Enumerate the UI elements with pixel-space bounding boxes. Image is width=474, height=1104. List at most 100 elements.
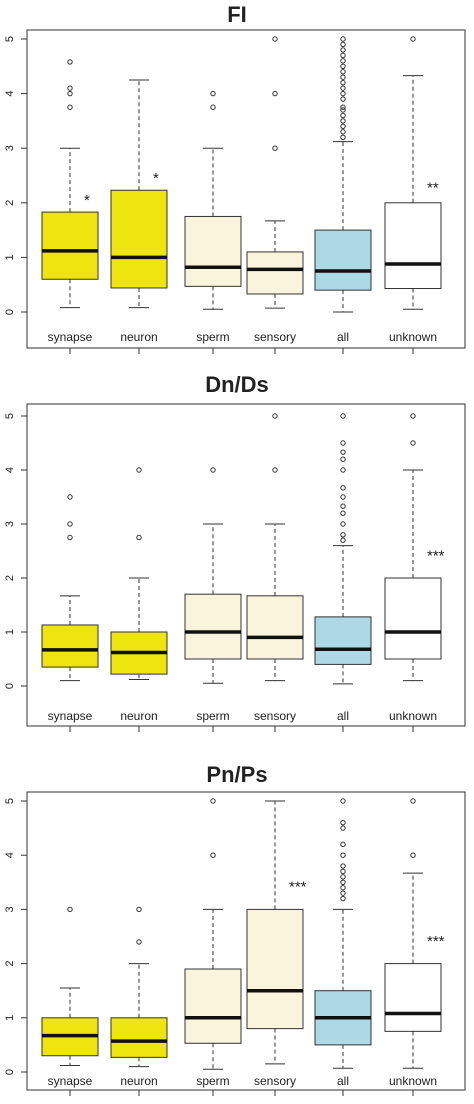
outlier-point bbox=[67, 494, 73, 500]
x-tick-label: sperm bbox=[196, 709, 229, 723]
outlier-point bbox=[410, 852, 416, 858]
outlier-point bbox=[410, 440, 416, 446]
outlier-point bbox=[410, 798, 416, 804]
box-synapse bbox=[41, 624, 99, 668]
y-tick-label: 1 bbox=[4, 254, 16, 260]
x-tick-label: all bbox=[337, 709, 349, 723]
outlier-point bbox=[340, 123, 346, 130]
box-sensory bbox=[246, 908, 304, 1030]
y-tick-label: 4 bbox=[4, 91, 16, 97]
x-tick-label: synapse bbox=[48, 709, 93, 723]
chart-title: Pn/Ps bbox=[206, 762, 267, 787]
outlier-point bbox=[340, 96, 346, 102]
outlier-point bbox=[340, 485, 346, 491]
x-tick-label: unknown bbox=[389, 330, 437, 344]
y-tick-label: 0 bbox=[4, 683, 16, 689]
outlier-point bbox=[340, 895, 346, 902]
outlier-point bbox=[340, 134, 346, 140]
outlier-point bbox=[340, 532, 346, 538]
outlier-point bbox=[340, 852, 346, 858]
plot-frame bbox=[26, 791, 466, 1091]
outlier-point bbox=[340, 467, 346, 473]
outlier-point bbox=[340, 79, 346, 86]
y-tick-label: 1 bbox=[4, 629, 16, 635]
outlier-point bbox=[272, 36, 278, 42]
outlier-point bbox=[340, 890, 346, 896]
outlier-point bbox=[340, 510, 346, 516]
x-tick-label: sperm bbox=[196, 1074, 229, 1088]
outlier-point bbox=[210, 798, 216, 804]
y-tick-label: 2 bbox=[4, 575, 16, 581]
outlier-point bbox=[340, 85, 346, 91]
significance-mark: *** bbox=[427, 933, 445, 950]
outlier-point bbox=[272, 467, 278, 473]
x-tick-label: sensory bbox=[254, 330, 296, 344]
outlier-point bbox=[410, 36, 416, 42]
box-sperm bbox=[184, 215, 242, 287]
outlier-point bbox=[340, 129, 346, 135]
outlier-point bbox=[340, 449, 346, 455]
y-tick-label: 0 bbox=[4, 1069, 16, 1075]
plot-frame bbox=[26, 403, 466, 727]
outlier-point bbox=[340, 863, 346, 869]
x-tick-label: unknown bbox=[389, 1074, 437, 1088]
x-tick-label: sensory bbox=[254, 709, 296, 723]
outlier-point bbox=[340, 112, 346, 119]
outlier-point bbox=[340, 885, 346, 891]
x-tick-label: sperm bbox=[196, 330, 229, 344]
outlier-point bbox=[136, 467, 142, 473]
chart-title: Dn/Ds bbox=[205, 372, 269, 397]
chart-title: FI bbox=[227, 2, 247, 27]
outlier-point bbox=[136, 939, 142, 945]
outlier-point bbox=[272, 90, 278, 97]
outlier-point bbox=[67, 104, 73, 110]
box-unknown bbox=[384, 577, 442, 660]
x-tick-label: synapse bbox=[48, 1074, 93, 1088]
outlier-point bbox=[210, 852, 216, 858]
box-synapse bbox=[41, 211, 99, 280]
outlier-point bbox=[340, 537, 346, 543]
plot-frame bbox=[26, 29, 466, 349]
significance-mark: * bbox=[153, 170, 159, 187]
outlier-point bbox=[272, 145, 278, 151]
box-sperm bbox=[184, 593, 242, 660]
outlier-point bbox=[67, 90, 73, 97]
outlier-point bbox=[340, 413, 346, 419]
x-tick-label: all bbox=[337, 330, 349, 344]
outlier-point bbox=[340, 47, 346, 53]
outlier-point bbox=[410, 413, 416, 419]
x-tick-label: neuron bbox=[120, 330, 157, 344]
significance-mark: ** bbox=[427, 180, 439, 197]
x-tick-label: neuron bbox=[120, 709, 157, 723]
significance-mark: *** bbox=[289, 879, 307, 896]
outlier-point bbox=[67, 85, 73, 91]
outlier-point bbox=[340, 440, 346, 446]
outlier-point bbox=[210, 104, 216, 110]
y-tick-label: 3 bbox=[4, 906, 16, 912]
y-tick-label: 5 bbox=[4, 413, 16, 419]
outlier-point bbox=[340, 798, 346, 804]
outlier-point bbox=[67, 59, 73, 65]
outlier-point bbox=[210, 90, 216, 97]
y-tick-label: 5 bbox=[4, 36, 16, 42]
outlier-point bbox=[340, 63, 346, 70]
box-neuron bbox=[110, 1017, 168, 1058]
outlier-point bbox=[340, 841, 346, 848]
box-sperm bbox=[184, 968, 242, 1044]
outlier-point bbox=[136, 906, 142, 913]
outlier-point bbox=[340, 58, 346, 64]
box-all bbox=[314, 616, 372, 665]
y-tick-label: 3 bbox=[4, 145, 16, 151]
outlier-point bbox=[272, 413, 278, 419]
outlier-point bbox=[340, 521, 346, 527]
outlier-point bbox=[67, 906, 73, 913]
y-tick-label: 3 bbox=[4, 521, 16, 527]
box-unknown bbox=[384, 202, 442, 290]
x-tick-label: unknown bbox=[389, 709, 437, 723]
y-tick-label: 2 bbox=[4, 961, 16, 967]
outlier-point bbox=[340, 819, 346, 826]
y-tick-label: 0 bbox=[4, 309, 16, 315]
y-tick-label: 2 bbox=[4, 200, 16, 206]
box-unknown bbox=[384, 963, 442, 1032]
